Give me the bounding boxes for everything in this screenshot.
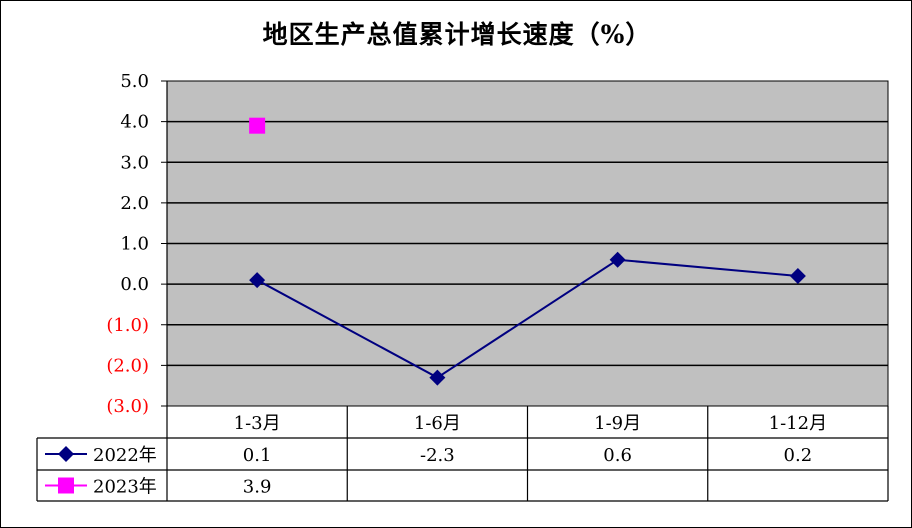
data-point (429, 369, 446, 386)
data-point (609, 251, 626, 268)
data-table-value: 0.2 (784, 445, 813, 466)
data-table-value: 0.1 (243, 445, 272, 466)
data-point (249, 117, 266, 134)
data-table-value: 3.9 (243, 477, 272, 498)
y-tick-label: 2.0 (120, 193, 149, 214)
y-tick-label: (1.0) (106, 315, 149, 336)
y-tick-label: 4.0 (120, 112, 149, 133)
legend-key-marker (58, 446, 74, 462)
y-tick-label: (3.0) (106, 396, 149, 417)
data-table-value: 0.6 (603, 445, 632, 466)
y-tick-label: 3.0 (120, 152, 149, 173)
data-point (789, 268, 806, 284)
data-point (249, 272, 266, 289)
data-table-value: -2.3 (420, 445, 455, 466)
y-tick-label: 5.0 (120, 71, 149, 92)
x-category-label: 1-9月 (594, 413, 641, 434)
x-category-label: 1-6月 (414, 413, 461, 434)
legend-key-marker (58, 477, 74, 494)
series-line-0 (256, 258, 798, 379)
y-tick-label: (2.0) (106, 355, 149, 376)
x-category-label: 1-12月 (769, 413, 827, 434)
y-tick-label: 0.0 (120, 274, 149, 295)
x-category-label: 1-3月 (234, 413, 281, 434)
chart-title: 地区生产总值累计增长速度（%） (262, 20, 652, 49)
legend-label: 2023年 (93, 477, 157, 498)
y-tick-label: 1.0 (120, 234, 149, 255)
legend-label: 2022年 (93, 445, 157, 466)
